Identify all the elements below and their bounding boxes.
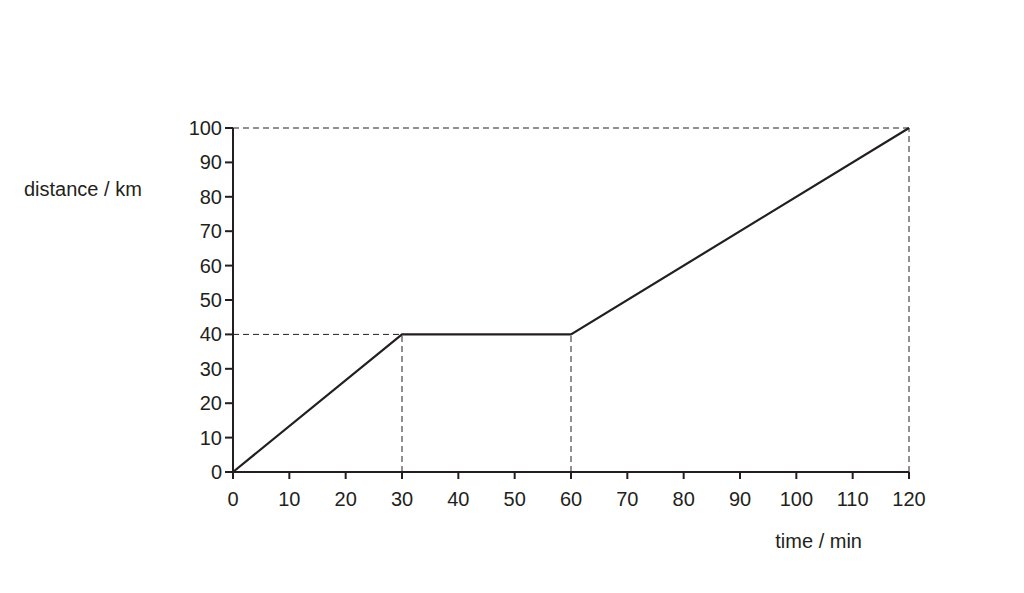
- y-tick-label: 100: [189, 117, 222, 139]
- guide-vertical: [909, 128, 910, 472]
- x-tick: [795, 472, 797, 479]
- plot-area: [233, 128, 909, 472]
- y-tick-label: 50: [200, 289, 222, 311]
- y-tick: [225, 333, 233, 335]
- guide-lines: [233, 128, 909, 472]
- guide-vertical: [571, 334, 572, 472]
- y-tick-label: 10: [200, 427, 222, 449]
- y-tick-label: 80: [200, 186, 222, 208]
- guide-horizontal: [233, 128, 909, 129]
- x-tick-label: 80: [673, 488, 695, 510]
- x-tick-label: 20: [335, 488, 357, 510]
- y-tick-label: 90: [200, 151, 222, 173]
- x-tick: [626, 472, 628, 479]
- y-tick-label: 20: [200, 392, 222, 414]
- data-line: [233, 128, 909, 472]
- x-tick-label: 10: [278, 488, 300, 510]
- y-tick: [225, 230, 233, 232]
- y-tick: [225, 471, 233, 473]
- x-tick: [232, 472, 234, 479]
- x-tick-label: 40: [447, 488, 469, 510]
- x-tick: [457, 472, 459, 479]
- y-tick-label: 70: [200, 220, 222, 242]
- x-tick: [683, 472, 685, 479]
- x-tick-label: 60: [560, 488, 582, 510]
- x-tick-label: 100: [780, 488, 813, 510]
- y-tick: [225, 437, 233, 439]
- y-tick: [225, 368, 233, 370]
- x-tick: [852, 472, 854, 479]
- x-tick-label: 120: [892, 488, 925, 510]
- x-tick: [288, 472, 290, 479]
- guide-vertical: [402, 334, 403, 472]
- y-tick-label: 40: [200, 323, 222, 345]
- x-tick-label: 110: [837, 488, 869, 510]
- x-tick: [739, 472, 741, 479]
- y-tick-label: 30: [200, 358, 222, 380]
- y-tick: [225, 161, 233, 163]
- x-axis-label: time / min: [775, 530, 862, 552]
- x-tick: [345, 472, 347, 479]
- x-tick: [570, 472, 572, 479]
- y-tick: [225, 299, 233, 301]
- y-tick: [225, 127, 233, 129]
- y-tick: [225, 265, 233, 267]
- x-tick: [401, 472, 403, 479]
- x-tick-label: 30: [391, 488, 413, 510]
- y-tick: [225, 402, 233, 404]
- y-axis-label: distance / km: [24, 178, 142, 200]
- y-tick-label: 0: [211, 461, 222, 483]
- x-tick: [514, 472, 516, 479]
- x-tick-label: 90: [729, 488, 751, 510]
- guide-horizontal: [233, 334, 402, 335]
- x-tick-label: 50: [504, 488, 526, 510]
- x-tick-label: 70: [616, 488, 638, 510]
- y-tick: [225, 196, 233, 198]
- y-tick-label: 60: [200, 255, 222, 277]
- x-tick: [908, 472, 910, 479]
- x-tick-label: 0: [227, 488, 238, 510]
- chart: 0 10 20 30 40 50 60 70 80 90 100 0 10 20 30 40 50 60 70 80 9…: [0, 0, 1024, 593]
